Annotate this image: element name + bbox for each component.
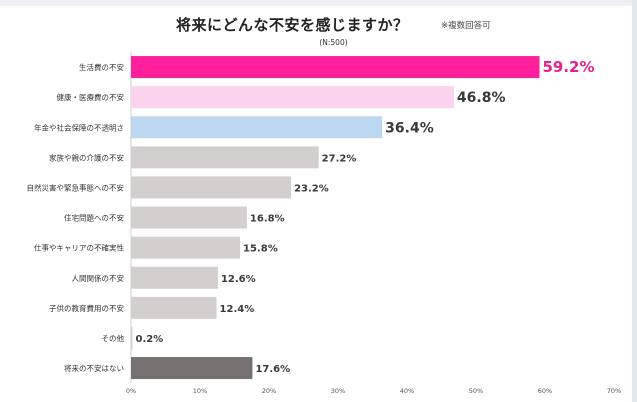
x-tick-label: 40% — [400, 387, 414, 395]
x-tick-label: 70% — [607, 387, 621, 395]
value-label: 59.2% — [542, 58, 594, 76]
bar — [131, 146, 319, 169]
category-label: 年金や社会保障の不透明さ — [34, 122, 124, 132]
x-tick-label: 0% — [126, 387, 136, 395]
value-label: 23.2% — [294, 183, 329, 194]
value-label: 15.8% — [243, 244, 278, 255]
value-label: 27.2% — [322, 153, 357, 164]
category-label: 人間関係の不安 — [72, 273, 125, 283]
bar — [131, 116, 383, 139]
category-label: 住宅問題への不安 — [64, 213, 124, 223]
category-label: 家族や親の介護の不安 — [49, 152, 124, 162]
category-label: その他 — [102, 333, 125, 343]
top-border — [0, 0, 637, 6]
bar — [131, 296, 217, 319]
x-tick-label: 50% — [469, 387, 483, 395]
value-label: 12.6% — [221, 274, 256, 285]
value-label: 17.6% — [255, 364, 290, 375]
category-label: 将来の不安はない — [64, 363, 124, 373]
category-label: 生活費の不安 — [79, 62, 124, 72]
value-label: 16.8% — [250, 214, 285, 225]
category-label: 子供の教育費用の不安 — [49, 303, 124, 313]
title-note: ※複数回答可 — [441, 21, 491, 31]
title-area: 将来にどんな不安を感じますか？ ※複数回答可 — [0, 14, 637, 38]
bar — [131, 326, 133, 349]
category-label: 仕事やキャリアの不確実性 — [34, 243, 124, 253]
right-border — [632, 0, 637, 402]
bar — [131, 56, 540, 79]
bar — [131, 236, 241, 259]
bar — [131, 357, 253, 380]
x-tick-label: 30% — [331, 387, 345, 395]
chart-title: 将来にどんな不安を感じますか？ — [176, 16, 409, 34]
bar — [131, 176, 292, 199]
x-tick-label: 10% — [193, 387, 207, 395]
value-label: 46.8% — [457, 90, 506, 106]
value-label: 36.4% — [385, 120, 434, 136]
bar — [131, 266, 218, 289]
category-label: 健康・医療費の不安 — [57, 92, 125, 102]
value-label: 0.2% — [136, 334, 164, 345]
sample-size: (N:500) — [319, 38, 348, 47]
value-label: 12.4% — [220, 304, 255, 315]
bar — [131, 86, 454, 109]
x-tick-label: 60% — [538, 387, 552, 395]
bar — [131, 206, 247, 229]
category-label: 自然災害や緊急事態への不安 — [27, 182, 125, 192]
x-tick-label: 20% — [262, 387, 276, 395]
